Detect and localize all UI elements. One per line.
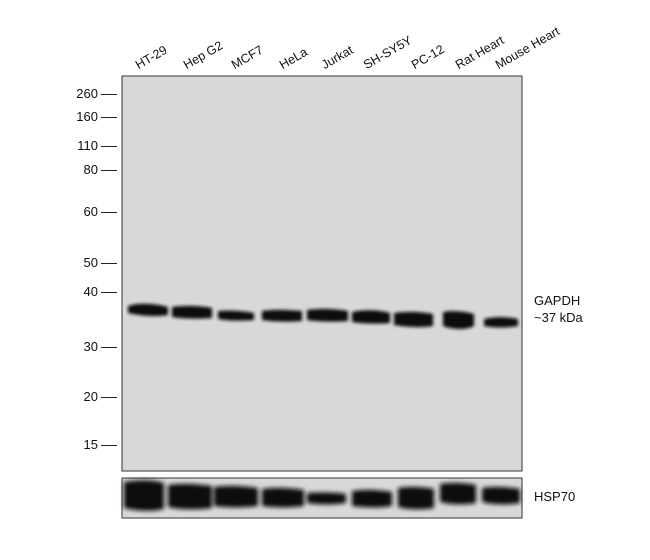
target-label: GAPDH ~37 kDa bbox=[534, 292, 583, 326]
hsp70-band-mouse-heart bbox=[482, 486, 520, 505]
mw-label-60: 60 bbox=[83, 204, 98, 219]
gapdh-band-jurkat bbox=[307, 308, 348, 322]
mw-tick-80 bbox=[101, 170, 117, 171]
mw-tick-40 bbox=[101, 292, 117, 293]
mw-tick-30 bbox=[101, 347, 117, 348]
target-name: GAPDH bbox=[534, 293, 581, 308]
mw-label-260: 260 bbox=[76, 86, 98, 101]
hsp70-band-jurkat bbox=[307, 492, 346, 505]
main-blot-panel bbox=[121, 75, 523, 472]
hsp70-band-pc12 bbox=[398, 486, 434, 510]
gapdh-band-rat-heart bbox=[443, 311, 474, 329]
mw-label-15: 15 bbox=[83, 437, 98, 452]
mw-tick-160 bbox=[101, 117, 117, 118]
mw-tick-50 bbox=[101, 263, 117, 264]
mw-tick-20 bbox=[101, 397, 117, 398]
mw-label-110: 110 bbox=[77, 138, 98, 153]
mw-tick-15 bbox=[101, 445, 117, 446]
hsp70-band-ht29 bbox=[124, 480, 164, 511]
mw-tick-260 bbox=[101, 94, 117, 95]
gapdh-band-shsy5y bbox=[352, 310, 390, 324]
mw-label-40: 40 bbox=[83, 284, 98, 299]
mw-tick-60 bbox=[101, 212, 117, 213]
gapdh-band-hepg2 bbox=[172, 305, 212, 319]
hsp70-band-hela bbox=[262, 487, 304, 508]
gapdh-band-ht29 bbox=[128, 303, 168, 317]
loading-control-label: HSP70 bbox=[534, 489, 576, 504]
hsp70-band-mcf7 bbox=[214, 485, 258, 508]
gapdh-band-pc12 bbox=[394, 311, 433, 328]
mw-tick-110 bbox=[101, 146, 117, 147]
gapdh-band-mcf7 bbox=[218, 310, 254, 321]
mw-label-160: 160 bbox=[76, 109, 98, 124]
hsp70-band-rat-heart bbox=[440, 482, 476, 505]
mw-label-50: 50 bbox=[83, 255, 98, 270]
hsp70-bands bbox=[124, 480, 520, 511]
hsp70-band-shsy5y bbox=[352, 489, 392, 508]
gapdh-band-hela bbox=[262, 309, 302, 322]
mw-label-20: 20 bbox=[83, 389, 98, 404]
hsp70-band-hepg2 bbox=[168, 483, 212, 510]
mw-label-80: 80 bbox=[83, 162, 98, 177]
target-size: ~37 kDa bbox=[534, 310, 583, 325]
mw-label-30: 30 bbox=[83, 339, 98, 354]
gapdh-bands bbox=[128, 303, 518, 329]
gapdh-band-mouse-heart bbox=[484, 317, 518, 328]
